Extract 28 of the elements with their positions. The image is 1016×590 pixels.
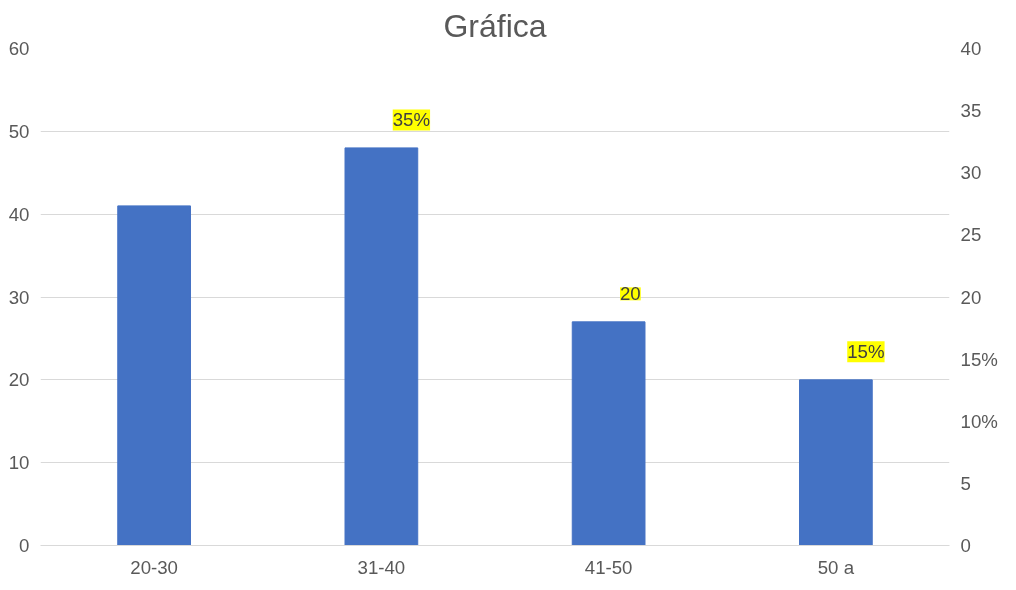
y-tick-label: 40 xyxy=(8,203,30,225)
annotation: 20 xyxy=(619,283,641,305)
y-tick-label: 50 xyxy=(8,120,30,142)
y2-tick-label: 0 xyxy=(960,535,971,556)
y2-tick-label: 20 xyxy=(960,286,982,308)
y2-tick-label: 5 xyxy=(960,472,971,494)
x-tick-label: 31-40 xyxy=(357,556,406,578)
y2-tick-label: 40 xyxy=(960,38,982,59)
y-tick-label: 20 xyxy=(8,369,30,391)
bar xyxy=(117,205,191,546)
bar xyxy=(571,321,646,546)
y-tick-label: 10 xyxy=(8,452,30,474)
chart-title: Gráfica xyxy=(443,7,547,44)
y-tick-label: 30 xyxy=(8,286,30,308)
y2-tick-label: 25 xyxy=(960,224,982,246)
y2-tick-label: 30 xyxy=(960,162,982,184)
y2-tick-label: 15% xyxy=(960,348,998,370)
annotation: 35% xyxy=(392,109,431,131)
x-tick-label: 50 a xyxy=(817,556,855,578)
y2-tick-label: 35 xyxy=(960,100,982,122)
bar xyxy=(344,147,419,546)
y-tick-label: 60 xyxy=(8,38,30,59)
bar xyxy=(799,379,873,546)
y2-tick-label: 10% xyxy=(960,410,998,432)
x-tick-label: 20-30 xyxy=(130,556,178,578)
y-tick-label: 0 xyxy=(19,535,30,556)
annotation: 15% xyxy=(847,341,885,363)
x-tick-label: 41-50 xyxy=(584,556,633,578)
